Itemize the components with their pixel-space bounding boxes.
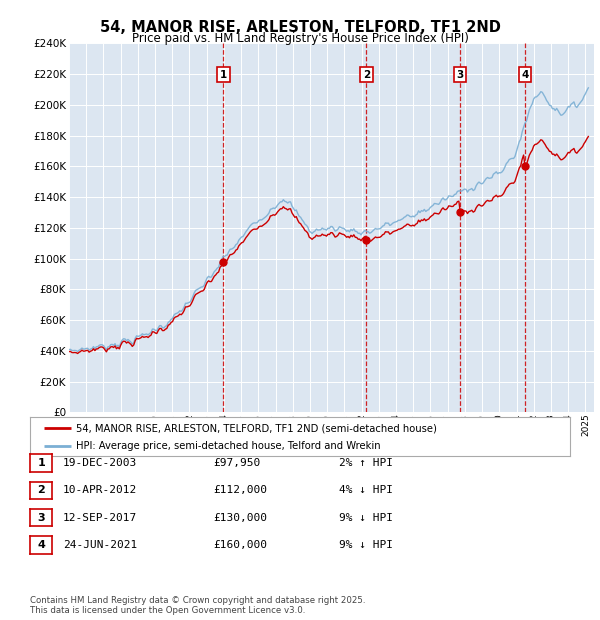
Text: Contains HM Land Registry data © Crown copyright and database right 2025.
This d: Contains HM Land Registry data © Crown c… bbox=[30, 596, 365, 615]
Text: £130,000: £130,000 bbox=[213, 513, 267, 523]
Text: 19-DEC-2003: 19-DEC-2003 bbox=[63, 458, 137, 468]
Text: Price paid vs. HM Land Registry's House Price Index (HPI): Price paid vs. HM Land Registry's House … bbox=[131, 32, 469, 45]
Text: HPI: Average price, semi-detached house, Telford and Wrekin: HPI: Average price, semi-detached house,… bbox=[76, 441, 380, 451]
Text: 4: 4 bbox=[521, 70, 529, 80]
Text: 2: 2 bbox=[37, 485, 45, 495]
Text: 3: 3 bbox=[37, 513, 45, 523]
Text: 54, MANOR RISE, ARLESTON, TELFORD, TF1 2ND: 54, MANOR RISE, ARLESTON, TELFORD, TF1 2… bbox=[100, 20, 500, 35]
Text: £160,000: £160,000 bbox=[213, 540, 267, 550]
Text: 9% ↓ HPI: 9% ↓ HPI bbox=[339, 540, 393, 550]
Text: 54, MANOR RISE, ARLESTON, TELFORD, TF1 2ND (semi-detached house): 54, MANOR RISE, ARLESTON, TELFORD, TF1 2… bbox=[76, 423, 437, 433]
Text: £112,000: £112,000 bbox=[213, 485, 267, 495]
Text: 4: 4 bbox=[37, 540, 45, 550]
Text: 2: 2 bbox=[363, 70, 370, 80]
Text: £97,950: £97,950 bbox=[213, 458, 260, 468]
Text: 3: 3 bbox=[456, 70, 464, 80]
Text: 24-JUN-2021: 24-JUN-2021 bbox=[63, 540, 137, 550]
Text: 1: 1 bbox=[37, 458, 45, 468]
Text: 9% ↓ HPI: 9% ↓ HPI bbox=[339, 513, 393, 523]
Text: 1: 1 bbox=[220, 70, 227, 80]
Text: 2% ↑ HPI: 2% ↑ HPI bbox=[339, 458, 393, 468]
Text: 12-SEP-2017: 12-SEP-2017 bbox=[63, 513, 137, 523]
Text: 10-APR-2012: 10-APR-2012 bbox=[63, 485, 137, 495]
Text: 4% ↓ HPI: 4% ↓ HPI bbox=[339, 485, 393, 495]
